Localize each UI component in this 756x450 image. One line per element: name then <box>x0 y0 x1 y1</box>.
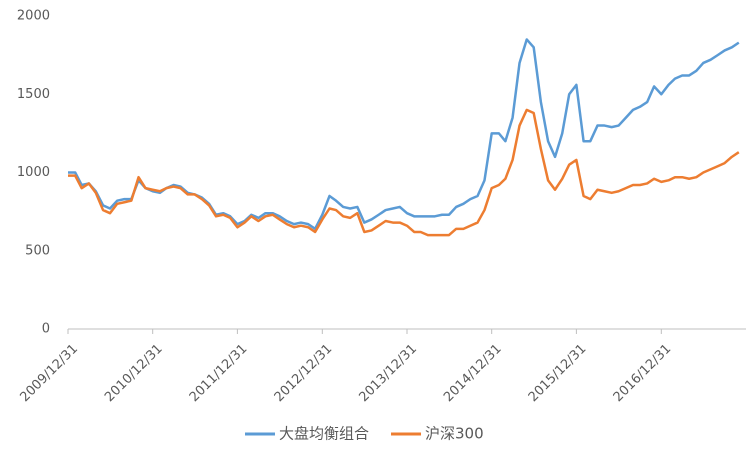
x-tick-label: 2010/12/31 <box>102 341 166 405</box>
y-tick-label: 2000 <box>17 9 50 24</box>
y-tick-label: 0 <box>42 322 50 337</box>
x-tick-label: 2013/12/31 <box>356 341 420 405</box>
y-tick-label: 500 <box>25 243 50 258</box>
y-tick-label: 1000 <box>17 165 50 180</box>
series-line <box>68 108 740 237</box>
legend-label: 大盘均衡组合 <box>279 425 369 443</box>
series-line <box>68 38 740 231</box>
x-tick-label: 2015/12/31 <box>526 341 590 405</box>
legend-label: 沪深300 <box>425 425 484 443</box>
y-tick-label: 1500 <box>17 87 50 102</box>
x-tick-label: 2011/12/31 <box>187 341 251 405</box>
x-tick-label: 2016/12/31 <box>611 341 675 405</box>
x-tick-label: 2012/12/31 <box>272 341 336 405</box>
x-tick-label: 2014/12/31 <box>441 341 505 405</box>
x-tick-label: 2009/12/31 <box>17 341 81 405</box>
